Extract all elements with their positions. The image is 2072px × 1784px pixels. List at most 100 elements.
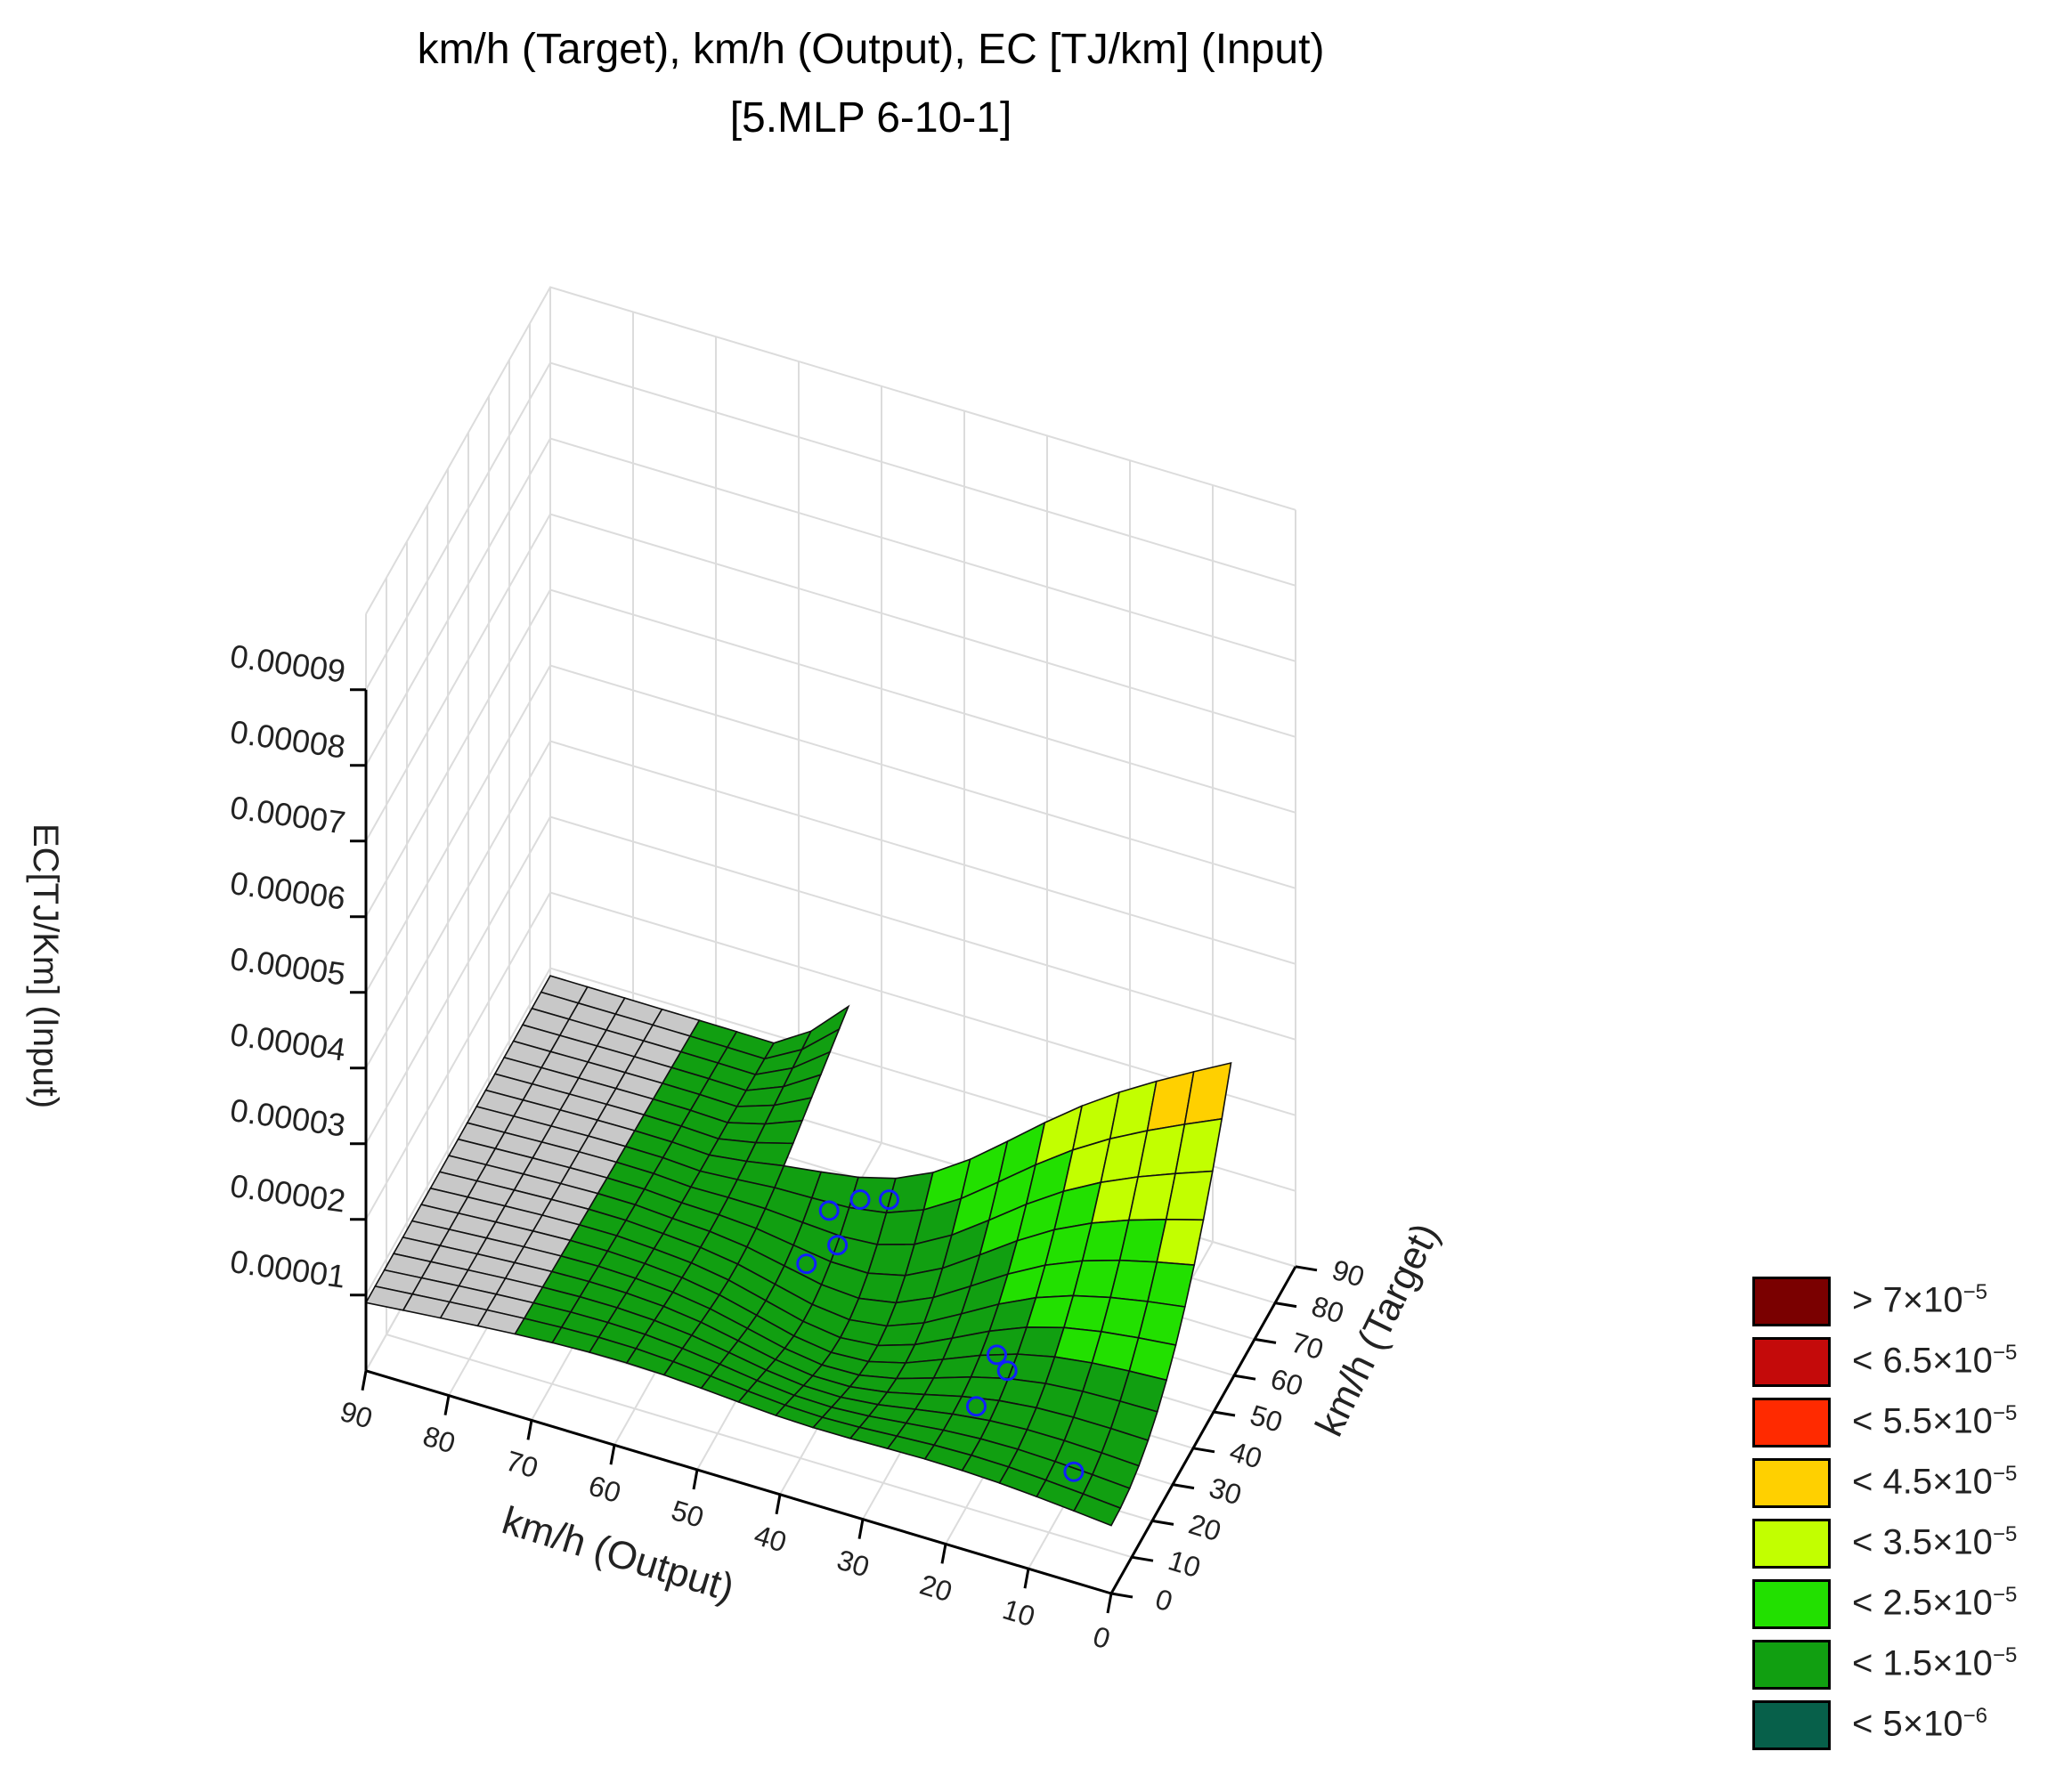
y-tick <box>1172 1483 1195 1490</box>
x-tick-label: 0 <box>1089 1620 1114 1656</box>
legend-item: < 6.5×10−5 <box>1752 1337 2064 1392</box>
y-tick <box>1274 1302 1297 1309</box>
legend-swatch <box>1752 1337 1831 1387</box>
y-tick-label: 30 <box>1206 1472 1246 1512</box>
wall-gridline <box>365 361 1296 691</box>
legend-item: > 7×10−5 <box>1752 1277 2064 1332</box>
data-point <box>1063 1461 1085 1482</box>
x-tick <box>1106 1593 1113 1614</box>
z-tick-label: 0.00005 <box>228 940 348 993</box>
chart-title-line-1: km/h (Target), km/h (Output), EC [TJ/km]… <box>417 26 1325 73</box>
data-point-markers <box>796 1188 1085 1482</box>
y-tick-label: 20 <box>1185 1507 1225 1547</box>
z-tick-label: 0.00008 <box>228 713 348 766</box>
x-tick-label: 90 <box>337 1395 377 1435</box>
wall-gridline <box>365 891 1296 1220</box>
x-tick <box>443 1395 451 1415</box>
x-tick-label: 30 <box>833 1544 873 1584</box>
legend-label: < 5.5×10−5 <box>1852 1401 2018 1441</box>
x-tick <box>692 1469 699 1490</box>
legend-item: < 1.5×10−5 <box>1752 1640 2064 1695</box>
y-axis-line <box>1109 1266 1297 1594</box>
y-tick <box>1110 1592 1134 1599</box>
y-tick <box>1254 1337 1277 1344</box>
x-tick-label: 50 <box>668 1494 708 1534</box>
x-tick-label: 70 <box>502 1444 542 1484</box>
legend-label: < 4.5×10−5 <box>1852 1462 2018 1502</box>
legend-label: < 1.5×10−5 <box>1852 1643 2018 1683</box>
wall-gridline <box>365 513 1296 842</box>
legend-swatch <box>1752 1579 1831 1629</box>
x-axis-line <box>365 1369 1112 1595</box>
legend-label: < 2.5×10−5 <box>1852 1583 2018 1623</box>
legend-label: < 5×10−6 <box>1852 1704 1987 1744</box>
data-point <box>987 1344 1007 1366</box>
x-tick <box>857 1519 865 1539</box>
y-axis-label: km/h (Target) <box>1307 1216 1448 1442</box>
legend-label: > 7×10−5 <box>1852 1280 1987 1320</box>
x-tick <box>526 1420 533 1440</box>
legend-swatch <box>1752 1398 1831 1447</box>
wall-gridline <box>365 588 1296 918</box>
legend-swatch <box>1752 1640 1831 1690</box>
wall-gridline <box>365 437 1296 766</box>
x-tick-label: 40 <box>751 1519 791 1559</box>
y-tick <box>1213 1410 1236 1417</box>
legend-item: < 4.5×10−5 <box>1752 1458 2064 1513</box>
y-tick <box>1151 1519 1174 1526</box>
x-tick-label: 80 <box>419 1420 459 1460</box>
legend-item: < 5×10−6 <box>1752 1700 2064 1756</box>
x-tick <box>1023 1568 1030 1589</box>
legend-label: < 6.5×10−5 <box>1852 1341 2018 1381</box>
z-axis-label: EC[TJ/Km] (Input) <box>26 823 65 1108</box>
y-tick-label: 60 <box>1267 1362 1307 1402</box>
surface-cell <box>1147 1261 1196 1308</box>
z-tick-label: 0.00007 <box>228 789 348 841</box>
z-tick-label: 0.00006 <box>228 864 348 917</box>
data-point <box>796 1253 817 1275</box>
x-tick-label: 10 <box>999 1593 1039 1633</box>
x-tick-label: 20 <box>916 1568 956 1608</box>
legend-swatch <box>1752 1519 1831 1569</box>
z-tick-label: 0.00009 <box>228 637 348 690</box>
legend-swatch <box>1752 1458 1831 1508</box>
z-tick-label: 0.00002 <box>228 1167 348 1220</box>
data-point <box>996 1360 1018 1382</box>
legend-label: < 3.5×10−5 <box>1852 1522 2018 1562</box>
x-tick <box>361 1370 368 1391</box>
x-tick <box>940 1544 947 1564</box>
data-point <box>966 1396 987 1417</box>
surface-mesh <box>364 975 1232 1527</box>
y-tick <box>1131 1555 1154 1562</box>
legend-item: < 5.5×10−5 <box>1752 1398 2064 1453</box>
floor-gridline <box>386 1334 1133 1559</box>
surface-cell <box>1073 1493 1122 1527</box>
data-point <box>827 1235 849 1256</box>
y-tick <box>1192 1447 1215 1454</box>
y-tick-label: 70 <box>1288 1326 1328 1366</box>
chart-title-line-2: [5.MLP 6-10-1] <box>729 94 1012 142</box>
wall-gridline <box>365 740 1296 1069</box>
legend-item: < 2.5×10−5 <box>1752 1579 2064 1634</box>
legend-swatch <box>1752 1700 1831 1750</box>
y-tick-label: 80 <box>1308 1290 1348 1330</box>
x-tick-label: 60 <box>585 1469 625 1509</box>
y-tick <box>1233 1374 1256 1381</box>
data-point <box>879 1189 899 1211</box>
y-tick-label: 40 <box>1226 1435 1266 1475</box>
legend-swatch <box>1752 1277 1831 1326</box>
wall-gridline <box>365 286 1296 615</box>
wall-gridline <box>365 664 1296 993</box>
wall-gridline <box>365 967 1296 1296</box>
wall-gridline <box>365 815 1296 1145</box>
z-tick-label: 0.00001 <box>228 1243 348 1295</box>
x-tick <box>609 1444 616 1465</box>
y-tick-label: 0 <box>1151 1583 1176 1618</box>
legend-item: < 3.5×10−5 <box>1752 1519 2064 1574</box>
y-tick <box>1295 1265 1318 1272</box>
data-point <box>818 1200 840 1221</box>
y-tick-label: 90 <box>1329 1253 1369 1293</box>
data-point <box>849 1188 871 1210</box>
axes <box>364 689 1297 1595</box>
